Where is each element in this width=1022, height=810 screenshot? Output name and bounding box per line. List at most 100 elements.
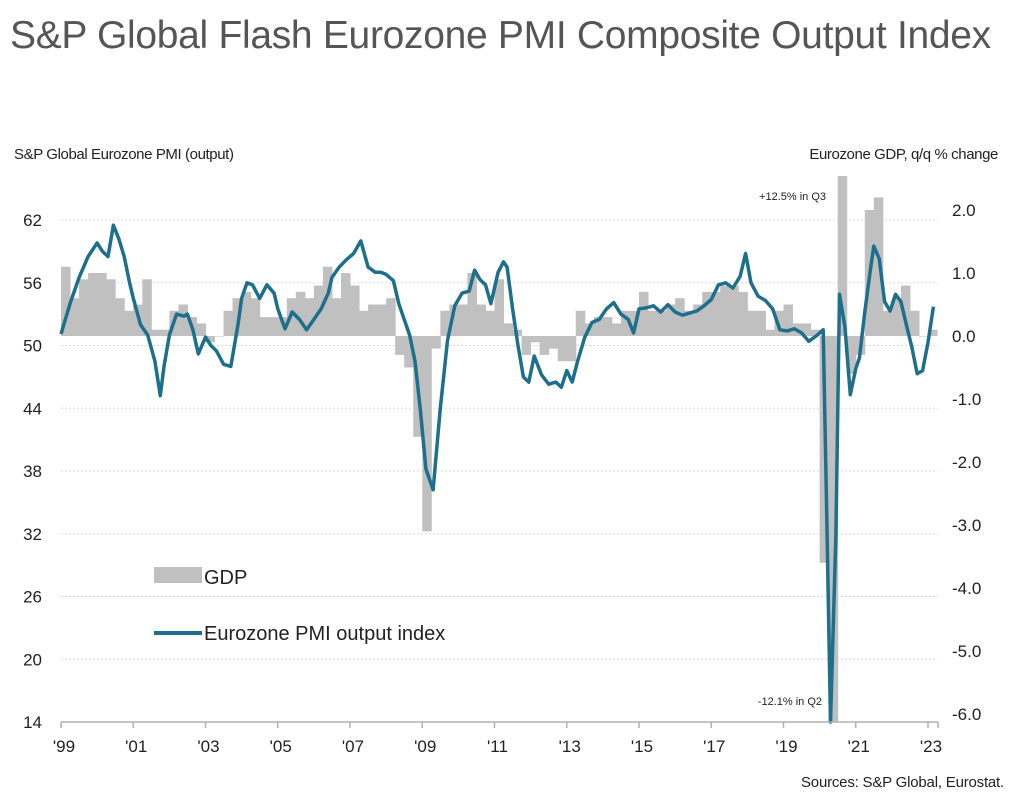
gdp-bar	[458, 304, 468, 336]
gdp-bar	[404, 336, 414, 368]
gdp-bar	[801, 323, 812, 336]
gdp-bars	[61, 176, 938, 722]
gdp-bar	[205, 336, 216, 343]
gdp-bar	[250, 298, 261, 336]
gdp-bar	[620, 310, 631, 336]
x-tick-label: '17	[703, 737, 725, 756]
gdp-bar	[151, 329, 161, 336]
gdp-bar	[693, 304, 703, 336]
gdp-bar	[304, 298, 315, 336]
gdp-bar	[359, 310, 369, 336]
gdp-bar	[467, 273, 477, 336]
gdp-bar	[909, 310, 920, 336]
gdp-bar	[331, 298, 342, 336]
gdp-bar	[476, 304, 486, 336]
gdp-bar	[756, 310, 766, 336]
gdp-bar	[431, 336, 441, 349]
x-tick-label: '03	[197, 737, 219, 756]
gdp-bar	[593, 317, 604, 336]
gdp-bar	[747, 310, 757, 336]
gdp-bar	[711, 291, 721, 336]
gdp-bar	[810, 329, 821, 336]
left-axis-title: S&P Global Eurozone PMI (output)	[14, 146, 234, 163]
gdp-bar	[702, 291, 712, 336]
source-note: Sources: S&P Global, Eurostat.	[801, 774, 1004, 791]
gdp-bar	[196, 323, 206, 336]
pmi-line-group	[59, 223, 936, 724]
gdp-bar	[70, 298, 80, 336]
gdp-bar	[124, 310, 134, 336]
gdp-bar	[882, 310, 893, 336]
left-y-tick-label: 38	[23, 462, 42, 481]
gdp-bar	[178, 304, 188, 336]
gdp-bar	[729, 285, 739, 336]
right-y-tick-label: -3.0	[952, 516, 981, 535]
gdp-bar	[422, 336, 432, 532]
gdp-bar	[503, 323, 514, 336]
gdp-bar	[241, 291, 252, 336]
x-tick-label: '19	[775, 737, 797, 756]
gdp-bar	[891, 298, 902, 336]
gdp-bar	[295, 291, 306, 336]
gdp-bar	[783, 304, 794, 336]
left-y-tick-label: 26	[23, 588, 42, 607]
gdp-bar	[548, 336, 559, 349]
right-y-axis: -6.0 -5.0 -4.0 -3.0 -2.0 -1.0 0.0 1.0 2.0	[952, 201, 981, 724]
gdp-bar	[494, 279, 505, 336]
x-tick-label: '05	[270, 737, 292, 756]
gdp-bar	[828, 336, 839, 722]
gdp-bar	[837, 176, 848, 336]
gdp-bar	[557, 336, 568, 362]
pmi-line	[59, 223, 936, 724]
gdp-bar	[539, 336, 550, 355]
right-y-tick-label: -5.0	[952, 642, 981, 661]
gdp-bar	[684, 310, 694, 336]
gdp-bar	[449, 304, 459, 336]
gdp-bar	[259, 317, 270, 336]
gdp-bar	[395, 336, 405, 355]
gdp-bar	[639, 291, 649, 336]
gdp-bar	[738, 291, 748, 336]
gdp-bar	[377, 304, 387, 336]
legend-label-gdp: GDP	[204, 567, 247, 589]
left-y-tick-label: 20	[23, 650, 42, 669]
x-tick-label: '15	[631, 737, 653, 756]
gdp-bar	[846, 336, 857, 374]
right-axis-title: Eurozone GDP, q/q % change	[809, 146, 998, 163]
right-y-tick-label: 1.0	[952, 264, 976, 283]
gdp-bar	[611, 323, 622, 336]
gdp-bar	[223, 310, 234, 336]
gdp-bar	[440, 310, 450, 336]
left-y-axis: 14 20 26 32 38 44 50 56 62	[23, 211, 42, 732]
gdp-bar	[666, 304, 676, 336]
left-y-tick-label: 44	[23, 399, 42, 418]
left-y-tick-label: 56	[23, 274, 42, 293]
x-tick-label: '07	[342, 737, 364, 756]
gdp-bar	[160, 329, 170, 336]
gdp-bar	[115, 298, 125, 336]
right-y-tick-label: -4.0	[952, 579, 981, 598]
gdp-bar	[918, 336, 929, 337]
x-tick-label: '01	[125, 737, 147, 756]
gdp-bar	[214, 336, 225, 337]
gdp-bar	[106, 279, 116, 336]
left-y-tick-label: 14	[23, 713, 42, 732]
annotations: +12.5% in Q3 -12.1% in Q2	[758, 191, 826, 708]
gdp-bar	[142, 279, 152, 336]
right-y-tick-label: -1.0	[952, 390, 981, 409]
gdp-bar	[322, 266, 333, 336]
gdp-bar	[602, 317, 613, 336]
gdp-bar	[368, 304, 378, 336]
gdp-bar	[530, 336, 541, 343]
x-tick-label: '09	[414, 737, 436, 756]
left-y-tick-label: 50	[23, 337, 42, 356]
chart-title: S&P Global Flash Eurozone PMI Composite …	[10, 14, 991, 57]
gdp-bar	[900, 285, 911, 336]
x-tick-label: '11	[487, 737, 508, 756]
gdp-bar	[268, 317, 279, 336]
x-tick-label: '21	[848, 737, 870, 756]
gdp-bar	[765, 329, 775, 336]
gdp-bar	[97, 273, 107, 336]
legend-swatch-gdp	[154, 567, 202, 583]
